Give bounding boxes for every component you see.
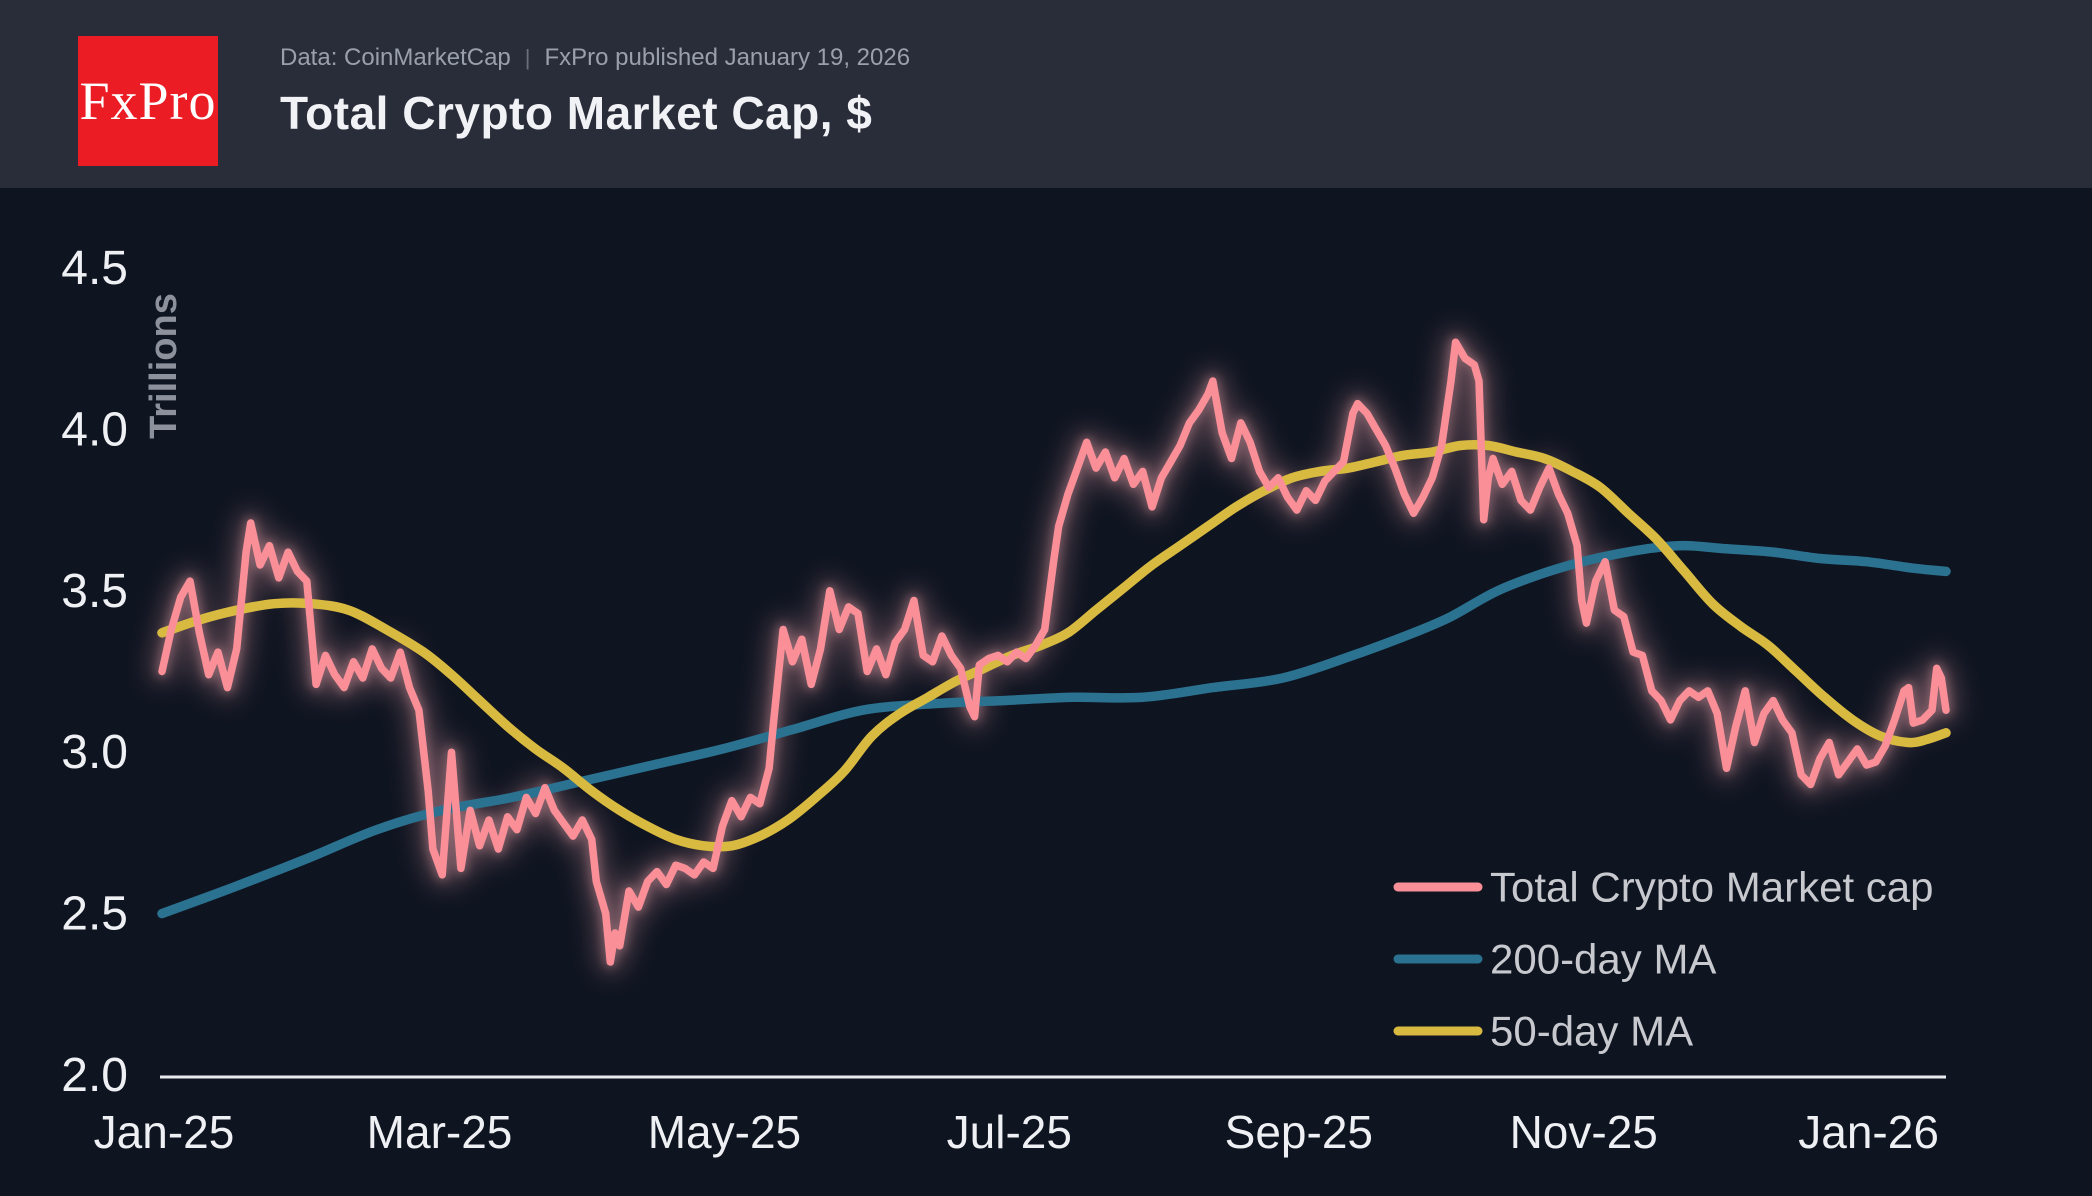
- y-tick-label: 2.5: [61, 888, 128, 941]
- legend-label: 200-day MA: [1490, 936, 1716, 983]
- data-source-label: Data: CoinMarketCap: [280, 44, 511, 71]
- subtitle-separator: |: [524, 45, 531, 70]
- x-tick-label: Sep-25: [1225, 1106, 1373, 1158]
- y-tick-label: 3.0: [61, 726, 128, 779]
- legend-label: 50-day MA: [1490, 1008, 1693, 1055]
- x-tick-label: Jan-25: [94, 1106, 235, 1158]
- header-bar: FxPro Data: CoinMarketCap | FxPro publis…: [0, 0, 2092, 188]
- ma200-line: [157, 540, 1951, 919]
- header-text-block: Data: CoinMarketCap | FxPro published Ja…: [280, 44, 910, 140]
- y-tick-label: 2.0: [61, 1049, 128, 1102]
- chart-source-line: Data: CoinMarketCap | FxPro published Ja…: [280, 44, 910, 72]
- legend-item: Total Crypto Market cap: [1393, 864, 1934, 911]
- legend-item: 50-day MA: [1393, 1008, 1693, 1055]
- page-title: Total Crypto Market Cap, $: [280, 87, 873, 139]
- series-layer: [157, 338, 1951, 966]
- legend-label: Total Crypto Market cap: [1490, 864, 1934, 911]
- x-tick-label: Jan-26: [1798, 1106, 1939, 1158]
- x-tick-label: Jul-25: [947, 1106, 1072, 1158]
- ma50-line: [157, 440, 1951, 852]
- fxpro-logo-text: FxPro: [79, 71, 217, 131]
- y-tick-label: 3.5: [61, 565, 128, 618]
- x-tick-label: Nov-25: [1510, 1106, 1658, 1158]
- y-tick-label: 4.0: [61, 403, 128, 456]
- fxpro-logo: FxPro: [78, 36, 218, 166]
- market-cap-line: [158, 338, 1950, 966]
- x-tick-label: Mar-25: [367, 1106, 513, 1158]
- y-tick-label: 4.5: [61, 242, 128, 295]
- chart-legend: Total Crypto Market cap 200-day MA 50-day …: [1393, 864, 1934, 1055]
- legend-item: 200-day MA: [1393, 936, 1716, 983]
- published-date-label: FxPro published January 19, 2026: [544, 44, 911, 71]
- x-tick-label: May-25: [648, 1106, 801, 1158]
- y-axis-title: Trillions: [143, 293, 185, 439]
